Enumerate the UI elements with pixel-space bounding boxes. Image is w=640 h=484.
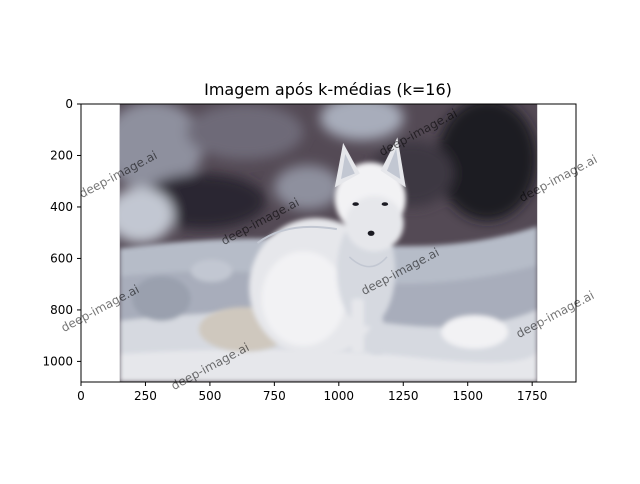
fox-eye-left — [352, 202, 359, 206]
y-tick-label: 400 — [50, 200, 73, 214]
chart-title: Imagem após k-médias (k=16) — [204, 80, 452, 99]
x-tick-label: 250 — [134, 389, 157, 403]
x-tick-label: 0 — [77, 389, 85, 403]
fox-nose — [367, 230, 375, 236]
x-tick-label: 1750 — [517, 389, 548, 403]
x-tick-label: 1250 — [388, 389, 419, 403]
y-tick-label: 800 — [50, 303, 73, 317]
axes-frame — [80, 103, 577, 383]
x-tick-label: 1500 — [452, 389, 483, 403]
x-axis: 0 250 500 750 1000 1250 1500 1750 — [77, 382, 547, 403]
y-tick-label: 200 — [50, 148, 73, 162]
x-tick-label: 750 — [263, 389, 286, 403]
fox-eye-right — [381, 202, 389, 206]
y-tick-label: 0 — [65, 97, 73, 111]
y-axis: 0 200 400 600 800 1000 — [42, 97, 81, 368]
quantized-image — [119, 104, 538, 382]
y-tick-label: 1000 — [42, 354, 73, 368]
fox — [199, 137, 406, 357]
x-tick-label: 500 — [198, 389, 221, 403]
y-tick-label: 600 — [50, 251, 73, 265]
x-tick-label: 1000 — [324, 389, 355, 403]
